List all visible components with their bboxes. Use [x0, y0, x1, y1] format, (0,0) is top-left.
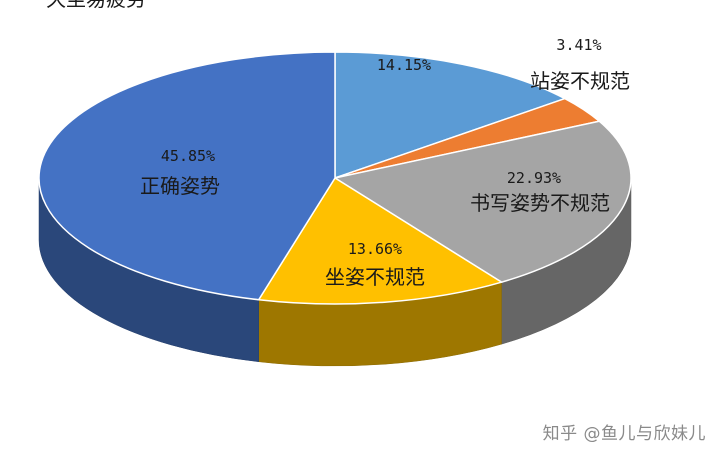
slice-5-value-label: 45.85% — [161, 147, 215, 165]
slice-3-top — [333, 120, 632, 283]
slice-1-category-label: 久坐易疲劳 — [46, 0, 146, 11]
slice-3-value-label: 22.93% — [507, 169, 561, 187]
slice-1-top — [334, 51, 567, 180]
slice-4-category-label: 坐姿不规范 — [325, 265, 425, 289]
slice-4-top — [257, 176, 504, 305]
slice-5-top — [38, 51, 336, 301]
slice-2-category-label: 站姿不规范 — [530, 69, 630, 93]
pie-labels: 14.15% 久坐易疲劳 3.41% 站姿不规范 22.93% 书写姿势不规范 13.66%… — [46, 0, 630, 289]
slice-3-category-label: 书写姿势不规范 — [470, 191, 610, 215]
slice-1-value-label: 14.15% — [377, 56, 431, 74]
slice-2-value-label: 3.41% — [556, 36, 601, 54]
watermark-text: 知乎 @鱼儿与欣妹儿 — [542, 424, 706, 444]
slice-4-value-label: 13.66% — [348, 240, 402, 258]
slice-5-category-label: 正确姿势 — [140, 174, 220, 198]
pie-slices — [38, 51, 632, 305]
